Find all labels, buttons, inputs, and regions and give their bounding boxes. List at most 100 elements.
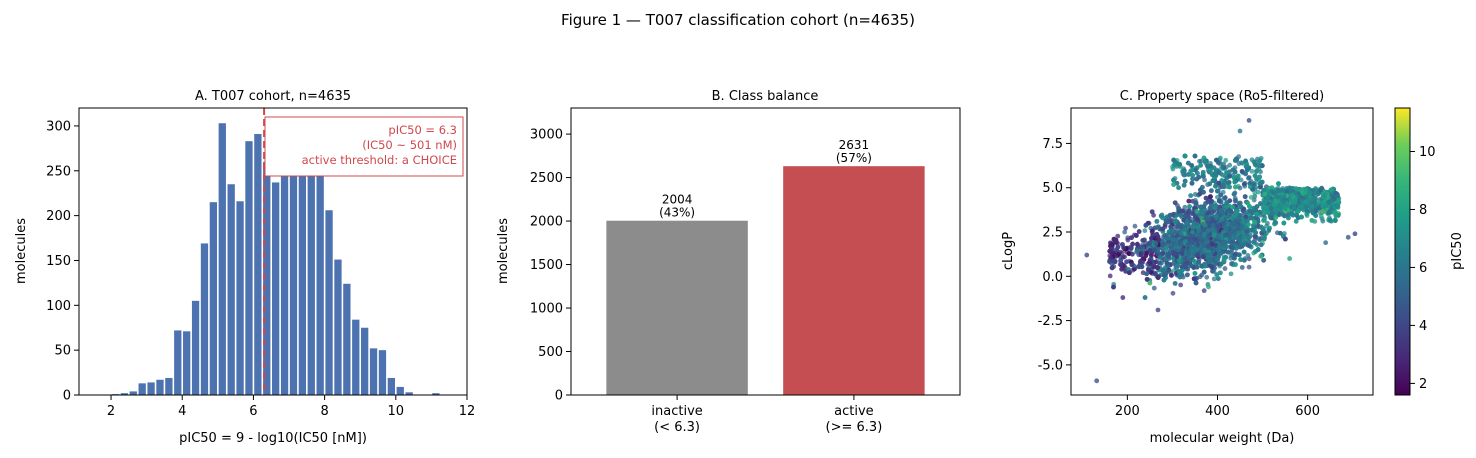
scatter-point [1299,214,1304,220]
scatter-point [1252,162,1258,168]
scatter-point [1242,237,1248,243]
scatter-point [1173,242,1179,247]
colorbar-tick-label: 2 [1419,377,1427,392]
scatter-point [1253,208,1259,213]
scatter-point [1201,269,1207,275]
scatter-point [1196,174,1202,180]
histogram-bar [236,201,244,395]
histogram-bar [209,202,218,395]
histogram-bar [343,283,351,395]
scatter-point [1241,233,1247,239]
scatter-point [1176,185,1181,191]
histogram-title: A. T007 cohort, n=4635 [195,89,351,104]
property-space-title: C. Property space (Ro5-filtered) [1120,89,1324,104]
scatter-point [1189,167,1195,173]
scatter-point [1233,262,1238,267]
scatter-point [1282,206,1288,211]
scatter-point [1171,182,1177,187]
scatter-point [1232,179,1238,185]
scatter-point [1287,185,1293,191]
scatter-point [1261,187,1267,193]
scatter-point [1247,208,1253,214]
scatter-point [1200,227,1205,232]
scatter-point [1129,262,1135,268]
scatter-point [1199,263,1205,269]
scatter-point [1174,263,1180,269]
y-tick-label: 250 [46,164,71,179]
bar-value-label: 2631 [839,138,870,152]
y-tick-label: 2500 [530,171,563,186]
scatter-point [1223,180,1228,186]
scatter-point [1198,158,1204,164]
scatter-point [1209,202,1214,208]
scatter-point [1274,188,1280,194]
scatter-point [1118,262,1124,268]
scatter-point [1147,280,1153,286]
y-tick-label: 7.5 [1042,137,1063,152]
scatter-point [1242,194,1248,200]
y-tick-label: 0.0 [1042,270,1063,285]
scatter-point [1210,222,1215,228]
histogram-bar [432,393,440,395]
scatter-point [1232,158,1238,163]
scatter-point [1125,237,1131,243]
histogram-x-axis-label: pIC50 = 9 - log10(IC50 [nM]) [179,431,367,446]
scatter-point [1200,173,1206,179]
scatter-point [1328,187,1334,193]
scatter-point [1180,247,1186,253]
scatter-point [1254,212,1260,217]
histogram-bar [120,393,129,395]
colorbar-tick-label: 4 [1419,319,1427,334]
scatter-point [1252,190,1258,196]
class-bar [606,220,748,395]
scatter-point [1169,229,1175,235]
scatter-point [1227,184,1232,190]
class-balance-title: B. Class balance [712,89,819,104]
scatter-point [1261,236,1267,242]
scatter-point [1192,167,1198,173]
histogram-bar [165,377,173,395]
scatter-point [1277,230,1283,236]
class-balance-axes-frame [570,107,961,396]
scatter-point [1181,217,1187,223]
scatter-point [1128,245,1134,251]
scatter-point [1191,276,1197,282]
threshold-annotation-box [264,116,464,177]
scatter-point [1272,198,1278,204]
scatter-point [1267,202,1273,207]
scatter-point [1258,242,1264,248]
histogram-bar [369,348,378,395]
y-tick-label: -2.5 [1038,314,1063,329]
scatter-point [1210,178,1216,184]
histogram-bar [361,327,369,395]
scatter-point [1257,184,1263,190]
scatter-point [1188,263,1194,269]
x-tick-label: 6 [249,404,257,419]
scatter-point [1185,214,1191,220]
scatter-point [1151,264,1157,270]
scatter-point [1303,204,1309,210]
scatter-point [1252,173,1258,179]
scatter-point [1155,307,1161,313]
property-space-panel: C. Property space (Ro5-filtered) 200 400 6… [1001,89,1465,446]
x-tick-label: 400 [1205,404,1230,419]
scatter-point [1161,277,1167,283]
scatter-point [1336,199,1341,205]
scatter-point [1225,249,1231,255]
scatter-point [1299,203,1304,209]
scatter-point [1276,181,1281,187]
scatter-point [1185,266,1191,272]
scatter-point [1123,225,1129,231]
scatter-point [1190,173,1196,178]
scatter-point [1282,236,1288,242]
scatter-point [1188,236,1193,242]
scatter-point [1194,209,1200,214]
x-tick-label: 4 [178,404,186,419]
scatter-point [1094,378,1100,384]
scatter-point [1246,118,1252,123]
scatter-point [1268,205,1274,211]
scatter-point [1235,224,1241,230]
threshold-annotation-line: active threshold: a CHOICE [302,153,457,167]
histogram-bar [387,377,396,395]
scatter-point [1172,162,1177,168]
